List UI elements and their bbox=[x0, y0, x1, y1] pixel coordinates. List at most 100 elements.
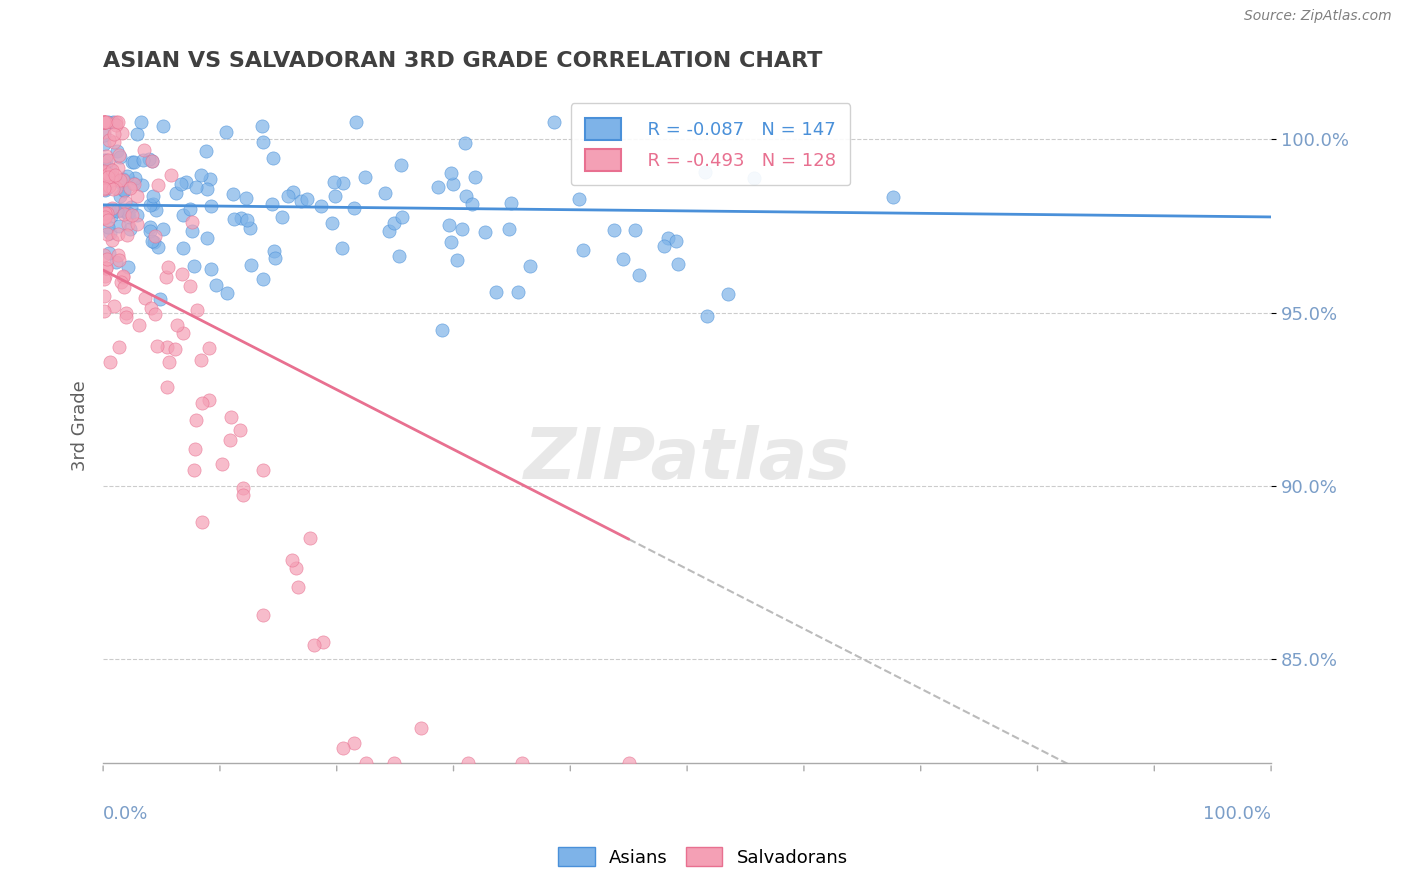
Point bbox=[262, 197, 284, 211]
Point bbox=[107, 340, 129, 354]
Point bbox=[172, 208, 194, 222]
Point bbox=[440, 166, 463, 180]
Point bbox=[264, 252, 287, 266]
Point bbox=[152, 222, 174, 236]
Point bbox=[457, 756, 479, 771]
Point bbox=[121, 176, 143, 190]
Point bbox=[93, 115, 115, 129]
Point bbox=[450, 222, 472, 236]
Point bbox=[93, 158, 115, 172]
Point bbox=[197, 231, 219, 245]
Point bbox=[200, 199, 222, 213]
Point bbox=[115, 169, 138, 183]
Point bbox=[94, 205, 117, 219]
Point bbox=[96, 261, 118, 276]
Point bbox=[236, 213, 259, 227]
Point bbox=[627, 268, 650, 282]
Point bbox=[508, 285, 530, 300]
Point bbox=[287, 580, 309, 594]
Point bbox=[115, 306, 138, 320]
Point bbox=[93, 272, 115, 286]
Point bbox=[184, 180, 207, 194]
Point bbox=[138, 152, 160, 166]
Point bbox=[125, 189, 148, 203]
Point bbox=[117, 260, 139, 275]
Point bbox=[183, 259, 205, 273]
Point bbox=[156, 260, 179, 274]
Point bbox=[186, 413, 208, 427]
Point bbox=[195, 182, 218, 196]
Point bbox=[309, 199, 332, 213]
Point bbox=[115, 310, 138, 325]
Point bbox=[93, 304, 115, 318]
Point bbox=[441, 177, 464, 191]
Point bbox=[141, 189, 163, 203]
Point bbox=[108, 188, 131, 202]
Point bbox=[882, 189, 904, 203]
Point bbox=[108, 219, 131, 233]
Point bbox=[107, 248, 129, 262]
Point bbox=[510, 756, 533, 771]
Point bbox=[323, 175, 346, 189]
Point bbox=[271, 210, 294, 224]
Point bbox=[120, 200, 142, 214]
Point bbox=[93, 211, 115, 226]
Point bbox=[138, 219, 160, 234]
Point bbox=[93, 172, 115, 186]
Point bbox=[232, 488, 254, 502]
Point bbox=[98, 354, 121, 368]
Point bbox=[94, 115, 117, 129]
Point bbox=[110, 173, 132, 187]
Point bbox=[112, 183, 135, 197]
Point bbox=[97, 115, 120, 129]
Point bbox=[97, 170, 120, 185]
Point bbox=[281, 553, 304, 567]
Point bbox=[252, 272, 274, 286]
Point bbox=[104, 181, 127, 195]
Point bbox=[105, 204, 128, 219]
Point bbox=[105, 144, 128, 158]
Point bbox=[215, 285, 238, 300]
Point bbox=[100, 169, 122, 184]
Point bbox=[250, 119, 273, 133]
Point bbox=[93, 169, 115, 184]
Point bbox=[93, 166, 115, 180]
Point bbox=[93, 164, 115, 178]
Point bbox=[464, 170, 486, 185]
Point bbox=[184, 442, 207, 456]
Point bbox=[97, 167, 120, 181]
Point bbox=[143, 307, 166, 321]
Point bbox=[156, 340, 179, 354]
Point bbox=[105, 115, 128, 129]
Point bbox=[98, 162, 121, 177]
Point bbox=[219, 409, 242, 424]
Point bbox=[146, 339, 169, 353]
Point bbox=[93, 166, 115, 180]
Point bbox=[96, 181, 118, 195]
Point bbox=[344, 115, 367, 129]
Point bbox=[110, 275, 132, 289]
Point bbox=[96, 252, 118, 266]
Point bbox=[98, 204, 121, 219]
Point bbox=[96, 206, 118, 220]
Point bbox=[165, 186, 187, 200]
Text: 0.0%: 0.0% bbox=[103, 805, 149, 822]
Point bbox=[612, 252, 634, 266]
Point bbox=[666, 256, 689, 270]
Point bbox=[107, 115, 129, 129]
Point bbox=[617, 756, 640, 771]
Point bbox=[143, 229, 166, 244]
Point bbox=[165, 342, 187, 356]
Point bbox=[198, 172, 221, 186]
Point bbox=[437, 218, 460, 232]
Point bbox=[179, 278, 201, 293]
Point bbox=[624, 223, 647, 237]
Point bbox=[93, 115, 115, 129]
Point bbox=[194, 144, 217, 158]
Point bbox=[239, 221, 262, 235]
Point bbox=[117, 218, 139, 232]
Point bbox=[93, 211, 115, 225]
Point bbox=[446, 252, 468, 267]
Point bbox=[343, 201, 366, 215]
Point bbox=[696, 309, 718, 323]
